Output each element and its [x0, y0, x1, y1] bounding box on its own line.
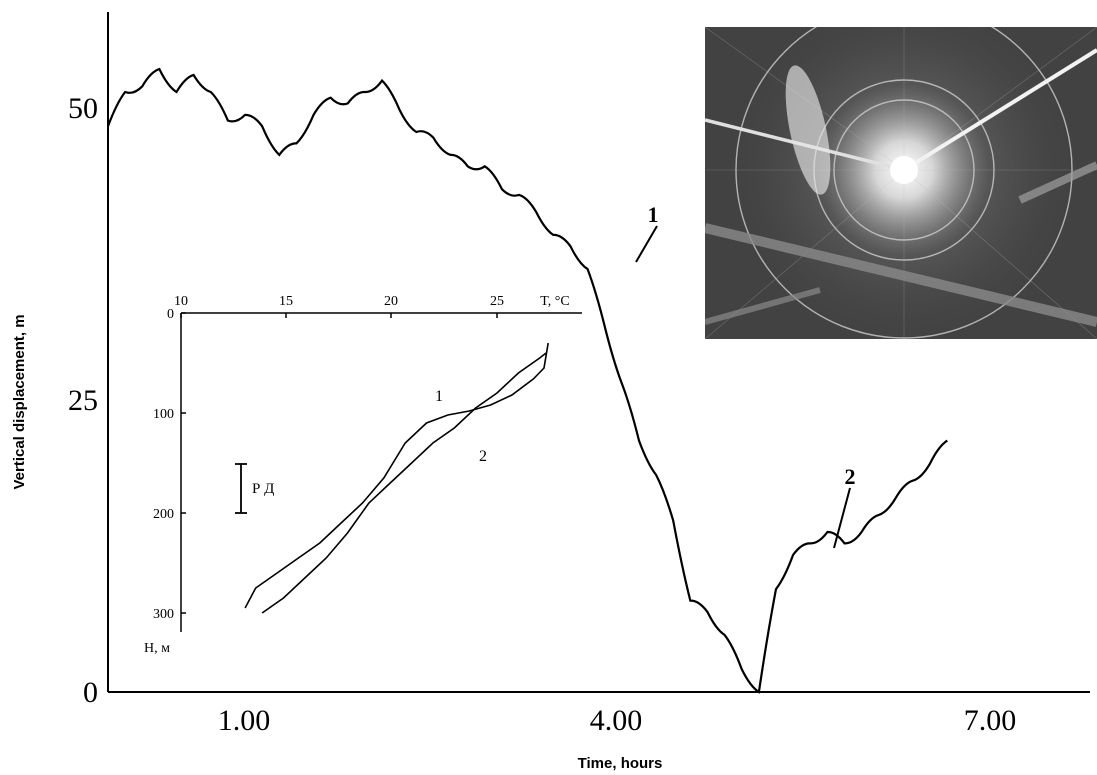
main-x-tick: 1.00	[218, 704, 271, 737]
main-x-tick: 7.00	[964, 704, 1017, 737]
main-y-tick: 0	[83, 676, 98, 709]
inset-x-tick: 20	[384, 294, 398, 309]
inset-y-tick: 300	[153, 607, 174, 622]
inset-x-tick: 15	[279, 294, 293, 309]
inset-y-ticks	[181, 312, 186, 614]
inset-y-tick: 200	[153, 507, 174, 522]
inset-y-tick: 0	[167, 307, 174, 322]
radar-photo	[705, 27, 1097, 339]
marker-2-pointer	[833, 487, 851, 549]
inset-x-unit-label: T, °C	[540, 294, 569, 309]
main-y-axis-label: Vertical displacement, m	[11, 314, 28, 489]
main-y-tick: 25	[68, 384, 98, 417]
inset-y-unit-label: H, м	[144, 641, 170, 656]
inset-x-ticks	[180, 313, 498, 318]
inset-curve-label-1: 1	[435, 388, 443, 405]
inset-y-tick: 100	[153, 407, 174, 422]
inset-curve-label-2: 2	[479, 448, 487, 465]
main-y-tick: 50	[68, 92, 98, 125]
scale-bar	[235, 463, 247, 514]
inset-x-tick: 10	[174, 294, 188, 309]
main-x-tick: 4.00	[590, 704, 643, 737]
inset-curve-2	[261, 352, 547, 614]
marker-1: 1	[635, 202, 659, 263]
main-series-line	[106, 67, 948, 694]
scale-bar-label: Р Д	[252, 481, 274, 497]
marker-2: 2	[833, 464, 856, 549]
inset-curve-1	[244, 342, 549, 609]
marker-1-pointer	[635, 225, 658, 263]
inset-x-tick: 25	[490, 294, 504, 309]
marker-1-label: 1	[648, 202, 659, 227]
main-x-axis-label: Time, hours	[578, 755, 663, 772]
marker-2-label: 2	[845, 464, 856, 489]
inset-chart: 10 15 20 25 T, °C 0 100 200 300 H, м 1 2…	[144, 294, 582, 656]
